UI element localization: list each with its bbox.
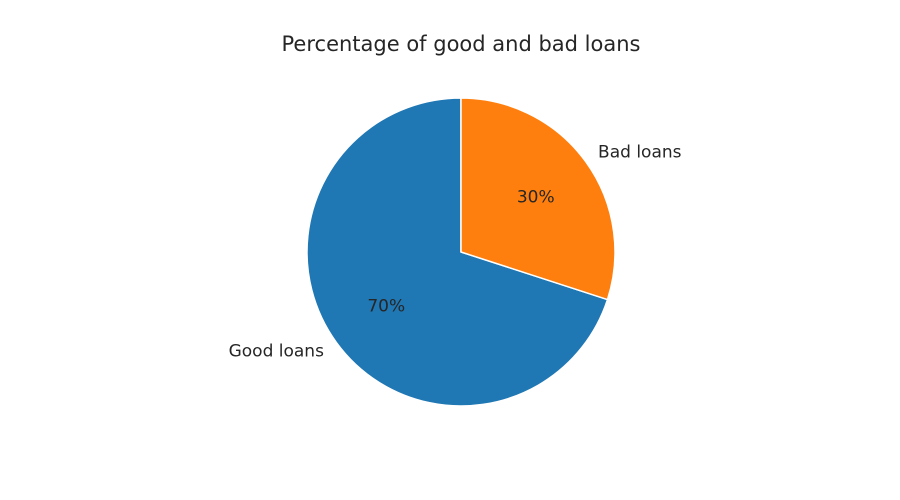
percent-label-good-loans: 70%: [367, 296, 405, 316]
category-label-bad-loans: Bad loans: [598, 142, 682, 162]
percent-label-bad-loans: 30%: [517, 188, 555, 208]
chart-title: Percentage of good and bad loans: [282, 32, 641, 56]
category-label-good-loans: Good loans: [229, 342, 324, 362]
pie-labels: Good loans 70% Bad loans 30%: [229, 142, 682, 361]
pie-slices: [306, 97, 616, 407]
pie-slice-good-loans: [306, 97, 609, 407]
pie-slice-bad-loans: [460, 97, 616, 301]
